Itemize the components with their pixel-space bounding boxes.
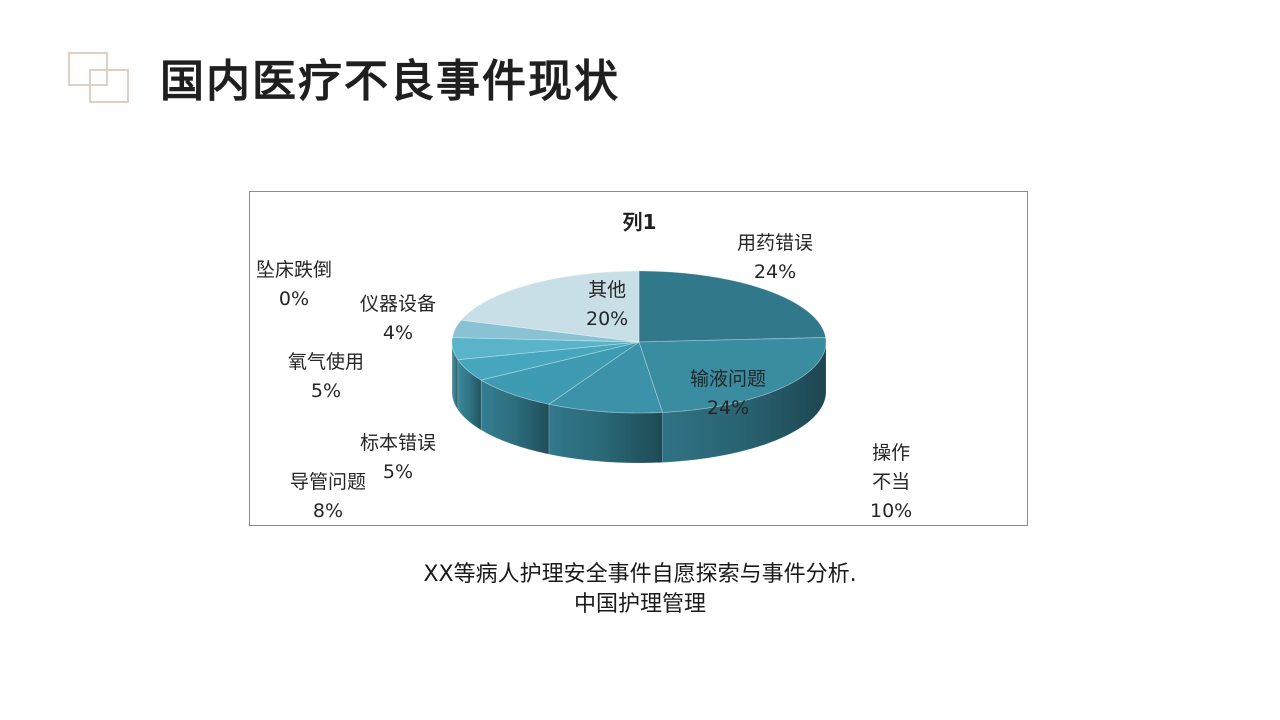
source-citation: XX等病人护理安全事件自愿探索与事件分析. 中国护理管理 [0, 560, 1280, 620]
data-label-percent: 4% [382, 322, 414, 344]
chart-title: 列1 [622, 210, 657, 234]
data-label-name: 输液问题 [690, 368, 767, 390]
pie-wall-5 [451, 342, 459, 411]
data-label-3: 导管问题 8% [290, 468, 366, 526]
data-label-name: 标本错误 [360, 432, 437, 454]
data-label-percent: 5% [310, 380, 342, 402]
data-label-5: 氧气使用 5% [288, 348, 364, 406]
pie-chart [451, 270, 827, 464]
page-title: 国内医疗不良事件现状 [160, 56, 620, 107]
chart-frame: 列1 用药错误 24% 输液问题 24% 操作 不当 10% 导管问题 8% 标本错误 5% 氧气使用… [249, 191, 1028, 526]
data-label-percent: 20% [586, 308, 629, 330]
data-label-name: 坠床跌倒 [256, 259, 333, 281]
data-label-1: 输液问题 24% [690, 365, 766, 423]
data-label-percent: 10% [870, 500, 913, 522]
data-label-2: 操作不当 10% [870, 439, 912, 526]
data-label-name: 氧气使用 [288, 351, 365, 373]
data-label-name: 导管问题 [290, 471, 367, 493]
data-label-0: 用药错误 24% [737, 229, 813, 287]
data-label-8: 其他 20% [586, 276, 628, 334]
data-label-percent: 0% [278, 288, 310, 310]
pie-slice-2 [547, 341, 663, 414]
source-line-1: XX等病人护理安全事件自愿探索与事件分析. [423, 562, 857, 587]
data-label-name: 不当 [872, 471, 911, 493]
pie-slice-4 [457, 341, 640, 381]
data-label-percent: 24% [706, 397, 750, 419]
data-label-name: 操作 [872, 442, 911, 464]
data-label-name: 用药错误 [737, 232, 814, 254]
data-label-6: 仪器设备 4% [360, 290, 436, 348]
data-label-percent: 8% [312, 500, 344, 522]
data-label-percent: 5% [382, 461, 414, 483]
pie-slice-0 [638, 270, 827, 343]
data-label-percent: 24% [753, 261, 797, 283]
pie-slice-6 [451, 319, 640, 343]
pie-slice-3 [480, 341, 640, 405]
pie-slice-1 [638, 337, 827, 413]
data-label-name: 仪器设备 [360, 293, 437, 315]
data-label-4: 标本错误 5% [360, 429, 436, 487]
pie-slice-5 [451, 337, 640, 361]
source-line-2: 中国护理管理 [573, 592, 706, 617]
decorative-squares-icon [68, 52, 129, 103]
data-label-name: 其他 [588, 279, 627, 301]
pie-slice-8 [460, 270, 640, 343]
pie-side-walls [451, 341, 827, 464]
pie-top-faces [451, 270, 827, 414]
data-label-7: 坠床跌倒 0% [256, 256, 332, 314]
